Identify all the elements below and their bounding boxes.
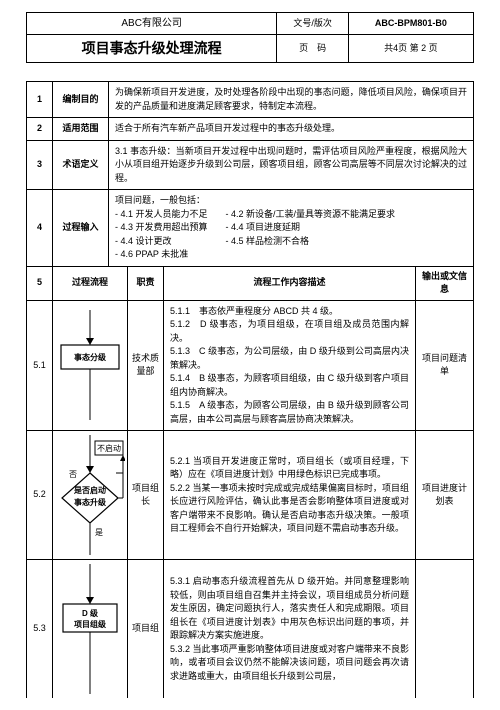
flow-row: 5.1 事态分级 技术质量部 5.1.1 事态依严重程度分 ABCD 共 4 级… <box>27 300 474 431</box>
row-topic: 术语定义 <box>53 140 109 190</box>
flow-out <box>416 560 474 699</box>
svg-text:事态升级: 事态升级 <box>74 497 107 507</box>
docnum-label: 文号/版次 <box>277 13 349 35</box>
diamond-left: 否 <box>69 470 77 479</box>
flow-shape-cell: 事态分级 <box>53 300 128 431</box>
doc-title: 项目事态升级处理流程 <box>27 35 277 63</box>
svg-text:项目组级: 项目组级 <box>74 619 107 629</box>
flowchart-segment: 不启动 是否启动 事态升级 否 是 <box>55 435 125 555</box>
row-content: 适合于所有汽车新产品项目开发过程中的事态升级处理。 <box>109 118 474 141</box>
flow-role: 技术质量部 <box>128 300 164 431</box>
table-row: 2 适用范围 适合于所有汽车新产品项目开发过程中的事态升级处理。 <box>27 118 474 141</box>
table-row: 3 术语定义 3.1 事态升级：当新项目开发过程中出现问题时，需评估项目风险严重… <box>27 140 474 190</box>
page-label: 页 码 <box>277 35 349 63</box>
flowchart-segment: 事态分级 <box>55 310 125 420</box>
flow-num: 5.1 <box>27 300 53 431</box>
flow-desc: 5.2.1 当项目开发进度正常时，项目组长（或项目经理，下略）应在《项目进度计划… <box>164 431 416 560</box>
flow-desc-h: 流程工作内容描述 <box>164 266 416 300</box>
flowchart-segment: D 级 项目组级 <box>55 564 125 694</box>
docnum-value: ABC-BPM801-B0 <box>348 13 473 35</box>
flow-role-h: 职责 <box>128 266 164 300</box>
doc-header: ABC有限公司 文号/版次 ABC-BPM801-B0 项目事态升级处理流程 页… <box>26 12 474 63</box>
flow-row: 5.3 D 级 项目组级 项目组 5.3.1 启动事态升级流程首先从 D 级开始… <box>27 560 474 699</box>
flow-shape-cell: 不启动 是否启动 事态升级 否 是 <box>53 431 128 560</box>
row-content: 为确保新项目开发进度，及时处理各阶段中出现的事态问题，降低项目风险，确保项目开发… <box>109 82 474 118</box>
flow-desc: 5.1.1 事态依严重程度分 ABCD 共 4 级。 5.1.2 D 级事态，为… <box>164 300 416 431</box>
flow-out: 项目进度计划表 <box>416 431 474 560</box>
page-value: 共4页 第 2 页 <box>348 35 473 63</box>
flow-row: 5.2 不启动 是否启动 事态升级 否 是 <box>27 431 474 560</box>
svg-text:D 级: D 级 <box>82 608 99 618</box>
flow-num: 5.3 <box>27 560 53 699</box>
diamond-no-label: 不启动 <box>97 443 121 453</box>
row-num: 1 <box>27 82 53 118</box>
flow-num: 5.2 <box>27 431 53 560</box>
row-content: 3.1 事态升级：当新项目开发过程中出现问题时，需评估项目风险严重程度，根据风险… <box>109 140 474 190</box>
diamond-bottom: 是 <box>95 528 103 537</box>
row-num: 3 <box>27 140 53 190</box>
table-row: 4 过程输入 项目问题，一般包括： - 4.1 开发人员能力不足 - 4.2 新… <box>27 190 474 267</box>
main-table: 1 编制目的 为确保新项目开发进度，及时处理各阶段中出现的事态问题，降低项目风险… <box>26 81 474 698</box>
row-content: 项目问题，一般包括： - 4.1 开发人员能力不足 - 4.2 新设备/工装/量… <box>109 190 474 267</box>
flow-shape-cell: D 级 项目组级 <box>53 560 128 699</box>
flow-role: 项目组 <box>128 560 164 699</box>
flow-header-row: 5 过程流程 职责 流程工作内容描述 输出或文信息 <box>27 266 474 300</box>
table-row: 1 编制目的 为确保新项目开发进度，及时处理各阶段中出现的事态问题，降低项目风险… <box>27 82 474 118</box>
row-topic: 过程输入 <box>53 190 109 267</box>
flow-out: 项目问题清单 <box>416 300 474 431</box>
flow-role: 项目组长 <box>128 431 164 560</box>
row-num: 2 <box>27 118 53 141</box>
flow-topic: 过程流程 <box>53 266 128 300</box>
flow-desc: 5.3.1 启动事态升级流程首先从 D 级开始。并同意整理影响较低，则由项目组自… <box>164 560 416 699</box>
shape-label: 事态分级 <box>74 352 107 362</box>
row-num: 4 <box>27 190 53 267</box>
company-name: ABC有限公司 <box>27 13 277 35</box>
flow-num: 5 <box>27 266 53 300</box>
flow-out-h: 输出或文信息 <box>416 266 474 300</box>
svg-text:是否启动: 是否启动 <box>73 485 106 495</box>
row-topic: 编制目的 <box>53 82 109 118</box>
row-topic: 适用范围 <box>53 118 109 141</box>
